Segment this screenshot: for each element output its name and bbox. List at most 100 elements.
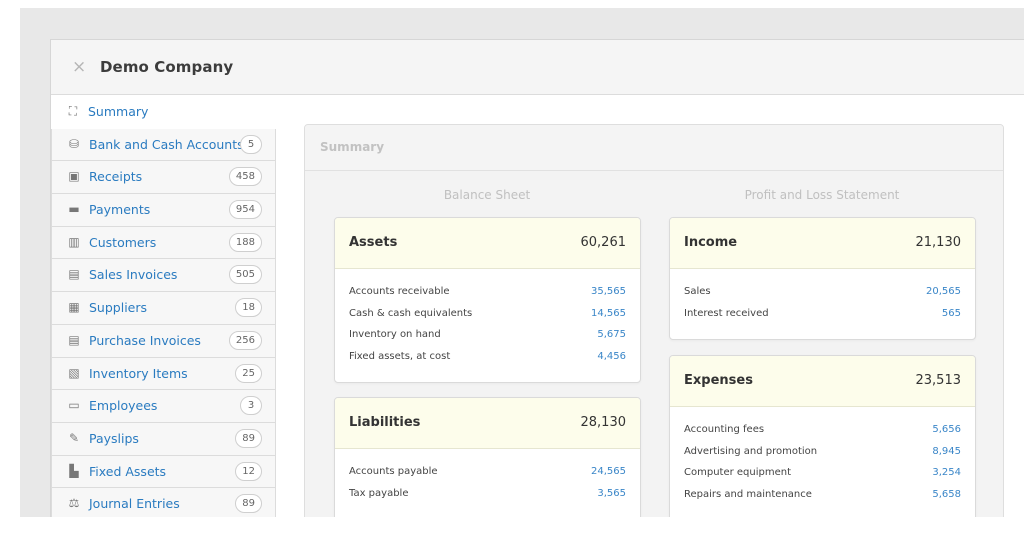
account-value[interactable]: 14,565 [591,307,626,319]
card-total: 23,513 [915,373,962,388]
account-name[interactable]: Accounting fees [684,424,765,435]
account-name[interactable]: Accounts payable [349,466,438,477]
sidebar-item-label: Customers [89,234,157,250]
account-name[interactable]: Advertising and promotion [684,445,818,457]
account-value[interactable]: 24,565 [591,466,626,477]
sidebar-item-bank-and-cash-accounts[interactable]: ⛁ Bank and Cash Accounts 5 [51,128,276,162]
count-badge: 3 [240,396,262,416]
sidebar-item-sales-invoices[interactable]: ▤ Sales Invoices 505 [51,259,276,293]
sidebar-item-receipts[interactable]: ▣ Receipts 458 [51,161,276,195]
sidebar-item-label: Employees [89,398,158,414]
account-row: Accounts receivable 35,565 [335,282,640,304]
sidebar-item-fixed-assets[interactable]: ▙ Fixed Assets 12 [51,455,276,489]
count-badge: 12 [235,461,262,481]
coins-icon: ⛁ [68,136,80,151]
account-row: Repairs and maintenance 5,658 [670,485,975,507]
balance-sheet-heading: Balance Sheet [443,188,531,202]
factory-icon: ▙ [69,463,79,478]
account-row: Accounts payable 24,565 [335,462,640,484]
sidebar-item-employees[interactable]: ▭ Employees 3 [51,390,276,423]
account-row: Accounting fees 5,656 [670,420,975,442]
panel-header: Summary [305,125,1003,171]
account-name[interactable]: Accounts receivable [349,286,450,297]
liabilities-card: Liabilities 28,130 Accounts payable 24,5… [334,397,641,517]
income-card: Income 21,130 Sales 20,565 Interest rece… [669,217,976,340]
card-header: Assets 60,261 [335,218,640,269]
count-badge: 505 [228,265,262,285]
account-row: Sales 20,565 [670,282,975,304]
sidebar-item-label: Journal Entries [89,496,180,512]
account-name[interactable]: Fixed assets, at cost [349,350,451,362]
presentation-icon: ⛶ [68,104,78,118]
sidebar-item-payments[interactable]: ▬ Payments 954 [51,194,276,227]
sidebar-item-purchase-invoices[interactable]: ▤ Purchase Invoices 256 [51,324,276,358]
business-title: Demo Company [100,58,234,76]
sidebar-item-label: Payslips [89,430,139,446]
sidebar-item-payslips[interactable]: ✎ Payslips 89 [51,422,276,456]
account-value[interactable]: 3,565 [597,487,626,499]
count-badge: 18 [235,298,262,318]
count-badge: 5 [240,134,262,154]
account-value[interactable]: 20,565 [926,286,961,297]
count-badge: 458 [228,167,262,187]
sidebar-item-suppliers[interactable]: ▦ Suppliers 18 [51,292,276,325]
account-value[interactable]: 5,656 [932,424,961,435]
sidebar-item-label: Receipts [89,169,143,185]
account-value[interactable]: 5,675 [597,329,626,340]
account-row: Fixed assets, at cost 4,456 [335,347,640,369]
sidebar: ⛶ Summary ⛁ Bank and Cash Accounts 5 ▣ R… [51,96,276,517]
count-badge: 256 [228,330,262,350]
business-window: × Demo Company ⛶ Summary ⛁ Bank and Cash… [50,39,1024,517]
sidebar-item-label: Bank and Cash Accounts [89,136,244,152]
account-value[interactable]: 5,658 [932,488,961,500]
sidebar-item-label: Inventory Items [89,365,188,381]
document-icon: ▤ [68,332,80,347]
sidebar-item-label: Purchase Invoices [89,332,201,348]
assets-card: Assets 60,261 Accounts receivable 35,565… [334,217,641,383]
account-name[interactable]: Tax payable [349,487,409,499]
count-badge: 188 [228,232,262,252]
expenses-card: Expenses 23,513 Accounting fees 5,656 Ad… [669,355,976,517]
building-icon: ▦ [68,300,80,315]
sidebar-item-label: Payments [89,202,151,218]
account-row: Advertising and promotion 8,945 [670,442,975,464]
sidebar-item-summary[interactable]: ⛶ Summary [51,96,276,129]
title-bar: × Demo Company [51,40,1024,95]
account-name[interactable]: Sales [684,286,711,297]
count-badge: 954 [228,200,262,220]
plus-square-icon: ▣ [68,169,80,184]
account-name[interactable]: Interest received [684,307,769,319]
account-row: Cash & cash equivalents 14,565 [335,304,640,326]
card-name[interactable]: Liabilities [349,415,421,430]
sidebar-item-label: Fixed Assets [89,463,167,479]
card-name[interactable]: Income [684,235,738,250]
profit-and-loss-heading: Profit and Loss Statement [744,188,900,202]
card-total: 28,130 [580,415,627,430]
account-name[interactable]: Cash & cash equivalents [349,307,473,319]
account-value[interactable]: 8,945 [932,445,961,457]
scale-icon: ⚖ [68,496,80,511]
account-value[interactable]: 4,456 [597,350,626,362]
summary-panel: Summary Balance Sheet Profit and Loss St… [304,124,1004,517]
account-value[interactable]: 35,565 [591,286,626,297]
boxes-icon: ▧ [68,365,80,380]
card-header: Expenses 23,513 [670,356,975,407]
sidebar-item-journal-entries[interactable]: ⚖ Journal Entries 89 [51,488,276,517]
pen-card-icon: ✎ [68,430,80,445]
account-value[interactable]: 3,254 [932,467,961,478]
sidebar-item-inventory-items[interactable]: ▧ Inventory Items 25 [51,357,276,391]
account-name[interactable]: Computer equipment [684,467,792,478]
card-name[interactable]: Expenses [684,373,753,388]
panel-title: Summary [320,140,385,154]
count-badge: 89 [235,494,262,514]
sidebar-item-customers[interactable]: ▥ Customers 188 [51,226,276,260]
card-total: 60,261 [580,235,627,250]
card-name[interactable]: Assets [349,235,398,250]
count-badge: 89 [235,428,262,448]
account-row: Inventory on hand 5,675 [335,325,640,347]
close-icon[interactable]: × [72,57,87,77]
card-total: 21,130 [915,235,962,250]
account-name[interactable]: Inventory on hand [349,329,441,340]
account-name[interactable]: Repairs and maintenance [684,488,812,500]
account-value[interactable]: 565 [941,307,961,319]
